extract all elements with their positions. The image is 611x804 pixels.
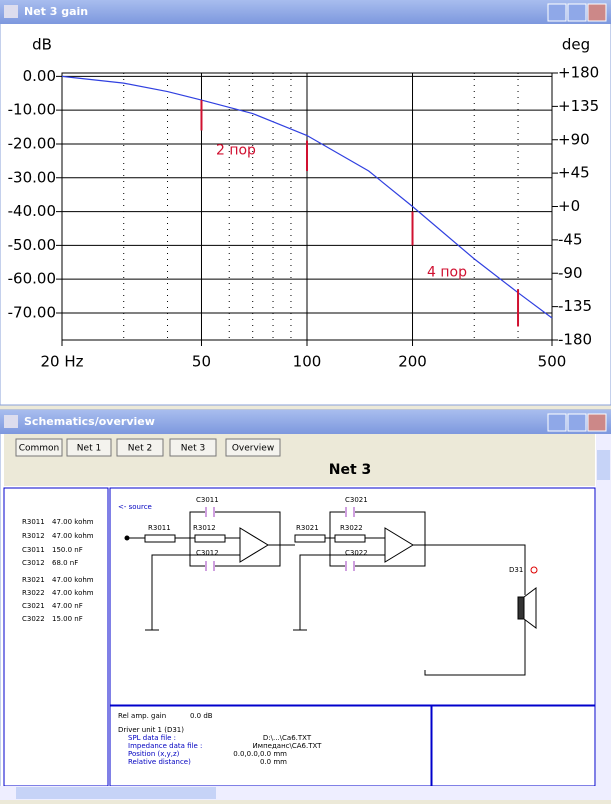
y2-tick-label: -180 [558,331,592,349]
y-tick-label: -20.00 [8,134,56,152]
window-title: Net 3 gain [24,5,88,18]
y2-tick-label: +0 [558,197,580,215]
component-value: 47.00 nF [52,602,83,610]
y2-tick-label: +180 [558,64,599,82]
tab-button[interactable] [169,438,217,457]
capacitors [205,507,355,571]
gain-curve [61,75,553,319]
window-controls[interactable] [547,3,607,22]
component-label: R3012 [193,524,216,532]
component-name: C3012 [22,559,45,567]
annotation: 4 пор [427,264,467,280]
tab-button-label[interactable]: Net 2 [128,444,152,454]
x-tick-label: 200 [398,353,427,371]
x-tick-label: 100 [293,353,322,371]
component-name: C3022 [22,615,45,623]
driver-marker [530,566,538,574]
app-icon [4,5,18,18]
tab-button[interactable] [66,438,112,457]
tab-button[interactable] [225,438,281,457]
y-tick-label: -10.00 [8,101,56,119]
component-value: 150.0 nF [52,546,83,554]
component-value: 47.00 kohm [52,589,94,597]
empty-panel [431,705,596,787]
info-driver: Driver unit 1 (D31) [118,726,184,734]
tab-button-label[interactable]: Net 3 [181,444,205,454]
annotation: 2 пор [216,143,256,159]
component-label: C3021 [345,496,368,504]
y2-tick-label: +90 [558,130,590,148]
tab-button-label[interactable]: Common [19,444,60,454]
component-name: R3022 [22,589,45,597]
y2-tick-label: +45 [558,164,590,182]
component-label: C3012 [196,549,219,557]
info-panel [109,705,432,787]
component-value: 68.0 nF [52,559,78,567]
schematic-panel [109,487,596,706]
y-axis-label: dB [32,36,52,54]
info-value: 0.0 mm [260,758,287,766]
info-value: Импеданс\СА6.TXT [253,742,323,750]
tab-button[interactable] [15,438,63,457]
info-label: Rel amp. gain [118,712,166,720]
component-label: C3011 [196,496,219,504]
title-bar [0,410,611,434]
component-name: R3012 [22,532,45,540]
component-name: R3021 [22,576,45,584]
y-tick-label: -60.00 [8,270,56,288]
component-value: 47.00 kohm [52,532,94,540]
y2-tick-label: +135 [558,97,599,115]
y2-axis-label: deg [562,36,590,54]
tab-button-label[interactable]: Overview [232,444,274,454]
component-name: C3021 [22,602,45,610]
component-label: C3022 [345,549,368,557]
y2-tick-label: -45 [558,230,583,248]
y-tick-label: -50.00 [8,236,56,254]
y2-tick-label: -90 [558,264,583,282]
component-value: 47.00 kohm [52,576,94,584]
info-key: Impedance data file : [128,742,202,750]
component-label: R3021 [296,524,319,532]
y-tick-label: -30.00 [8,168,56,186]
info-key: SPL data file : [128,734,176,742]
y-tick-label: 0.00 [23,67,56,85]
component-value: 15.00 nF [52,615,83,623]
component-name: R3011 [22,518,45,526]
y-tick-label: -40.00 [8,202,56,220]
tab-button[interactable] [116,438,164,457]
horizontal-scrollbar[interactable] [0,786,611,800]
x-tick-label: 20 Hz [40,353,83,371]
component-value: 47.00 kohm [52,518,94,526]
y-tick-label: -70.00 [8,303,56,321]
component-name: C3011 [22,546,45,554]
info-key: Position (x,y,z) [128,750,180,758]
component-label: D31 [509,566,523,574]
schematic-wires [124,511,537,676]
info-value: 0.0 dB [190,712,213,720]
tab-button-label[interactable]: Net 1 [77,444,101,454]
info-value: D:\...\Са6.TXT [263,734,312,742]
x-tick-label: 50 [192,353,211,371]
gain-window [0,0,611,406]
x-tick-label: 500 [538,353,567,371]
component-label: R3011 [148,524,171,532]
window-title: Schematics/overview [24,415,155,428]
info-key: Relative distance) [128,758,191,766]
app-icon [4,415,18,428]
heading: Net 3 [329,462,372,478]
component-label: R3022 [340,524,363,532]
y2-tick-label: -135 [558,297,592,315]
window-controls[interactable] [547,413,607,432]
source-label: <- source [118,503,152,511]
info-value: 0.0,0.0,0.0 mm [233,750,287,758]
vertical-scrollbar[interactable] [596,434,611,786]
title-bar [0,0,611,24]
